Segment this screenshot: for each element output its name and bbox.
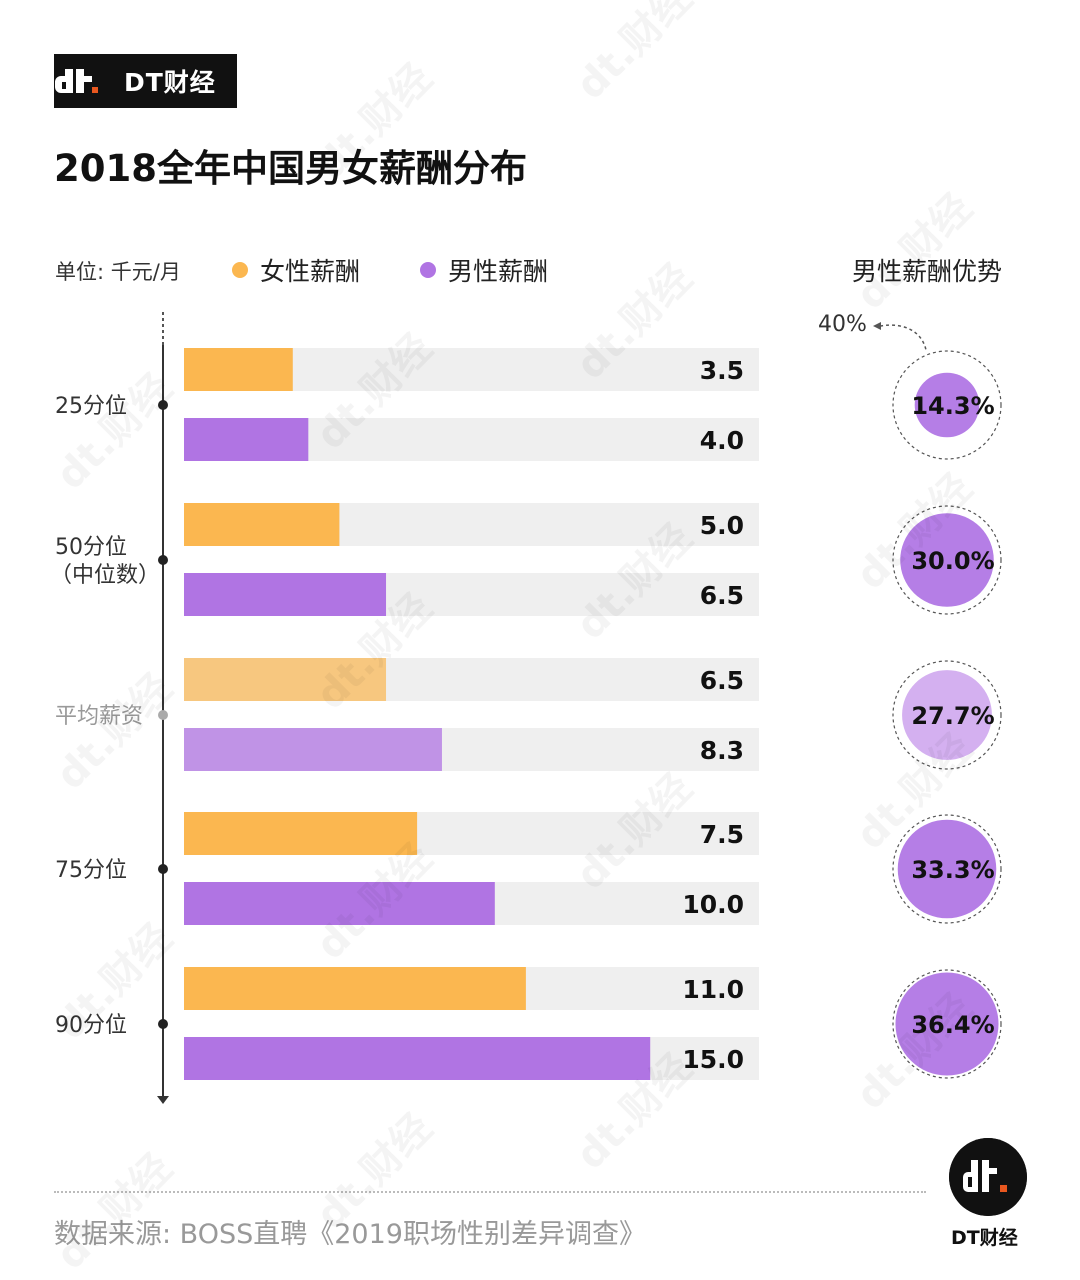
value-label-female: 5.0 [700,511,744,540]
value-label-male: 6.5 [700,581,744,610]
advantage-title: 男性薪酬优势 [852,257,1003,286]
category-label: 75分位 [55,858,127,883]
value-label-male: 10.0 [682,890,744,919]
axis-tick-dot [158,710,168,720]
axis-tick-dot [158,864,168,874]
advantage-reference-circle [892,814,1002,924]
value-label-male: 4.0 [700,426,744,455]
legend-female-label: 女性薪酬 [260,257,361,286]
value-label-female: 3.5 [700,356,744,385]
source-text: 数据来源: BOSS直聘《2019职场性别差异调查》 [54,1219,646,1250]
advantage-reference-label: 40% [818,312,867,337]
unit-label: 单位: 千元/月 [55,260,181,284]
axis-arrow-icon [157,1096,169,1104]
advantage-reference-circle [892,660,1002,770]
bar-male [184,1037,651,1080]
legend-male: 男性薪酬 [420,252,548,288]
advantage-bubble [914,372,980,438]
bar-female [184,348,293,391]
legend-male-dot [420,262,436,278]
advantage-label: 30.0% [911,547,994,575]
category-label: 50分位（中位数） [50,535,160,588]
chart-title: 2018全年中国男女薪酬分布 [54,147,527,190]
advantage-label: 36.4% [911,1011,994,1039]
value-label-female: 7.5 [700,820,744,849]
footer-brand-name: DT财经 [951,1227,1018,1249]
advantage-label: 33.3% [911,856,994,884]
advantage-reference-circle [892,969,1002,1079]
brand-badge: DT财经 [54,54,237,108]
category-label: 平均薪资 [55,704,143,729]
advantage-label: 14.3% [911,392,994,420]
dt-logo-icon [55,69,98,93]
brand-name: DT财经 [124,68,216,97]
advantage-label: 27.7% [911,702,994,730]
bar-female [184,658,387,701]
value-label-female: 11.0 [682,975,744,1004]
value-label-male: 15.0 [682,1045,744,1074]
value-label-male: 8.3 [700,736,744,765]
category-label: 90分位 [55,1013,127,1038]
value-label-female: 6.5 [700,666,744,695]
bar-female [184,967,526,1010]
bar-male [184,728,442,771]
advantage-bubble [902,670,992,760]
legend-female-dot [232,262,248,278]
axis-tick-dot [158,555,168,565]
advantage-reference-arrow [879,324,927,351]
bar-female [184,812,418,855]
advantage-reference-circle [892,350,1002,460]
legend-female: 女性薪酬 [232,252,360,288]
category-label: 25分位 [55,394,127,419]
footer-dt-logo-icon [949,1138,1027,1216]
advantage-bubble [900,513,994,607]
advantage-reference-circle [892,505,1002,615]
axis-tick-dot [158,400,168,410]
advantage-bubble [895,972,999,1076]
advantage-bubble [897,819,997,919]
bar-female [184,503,340,546]
legend-male-label: 男性薪酬 [448,257,549,286]
axis-tick-dot [158,1019,168,1029]
bar-male [184,573,387,616]
source-divider [54,1191,926,1193]
bar-male [184,882,495,925]
bar-male [184,418,309,461]
advantage-reference-arrowhead-icon [873,322,881,330]
